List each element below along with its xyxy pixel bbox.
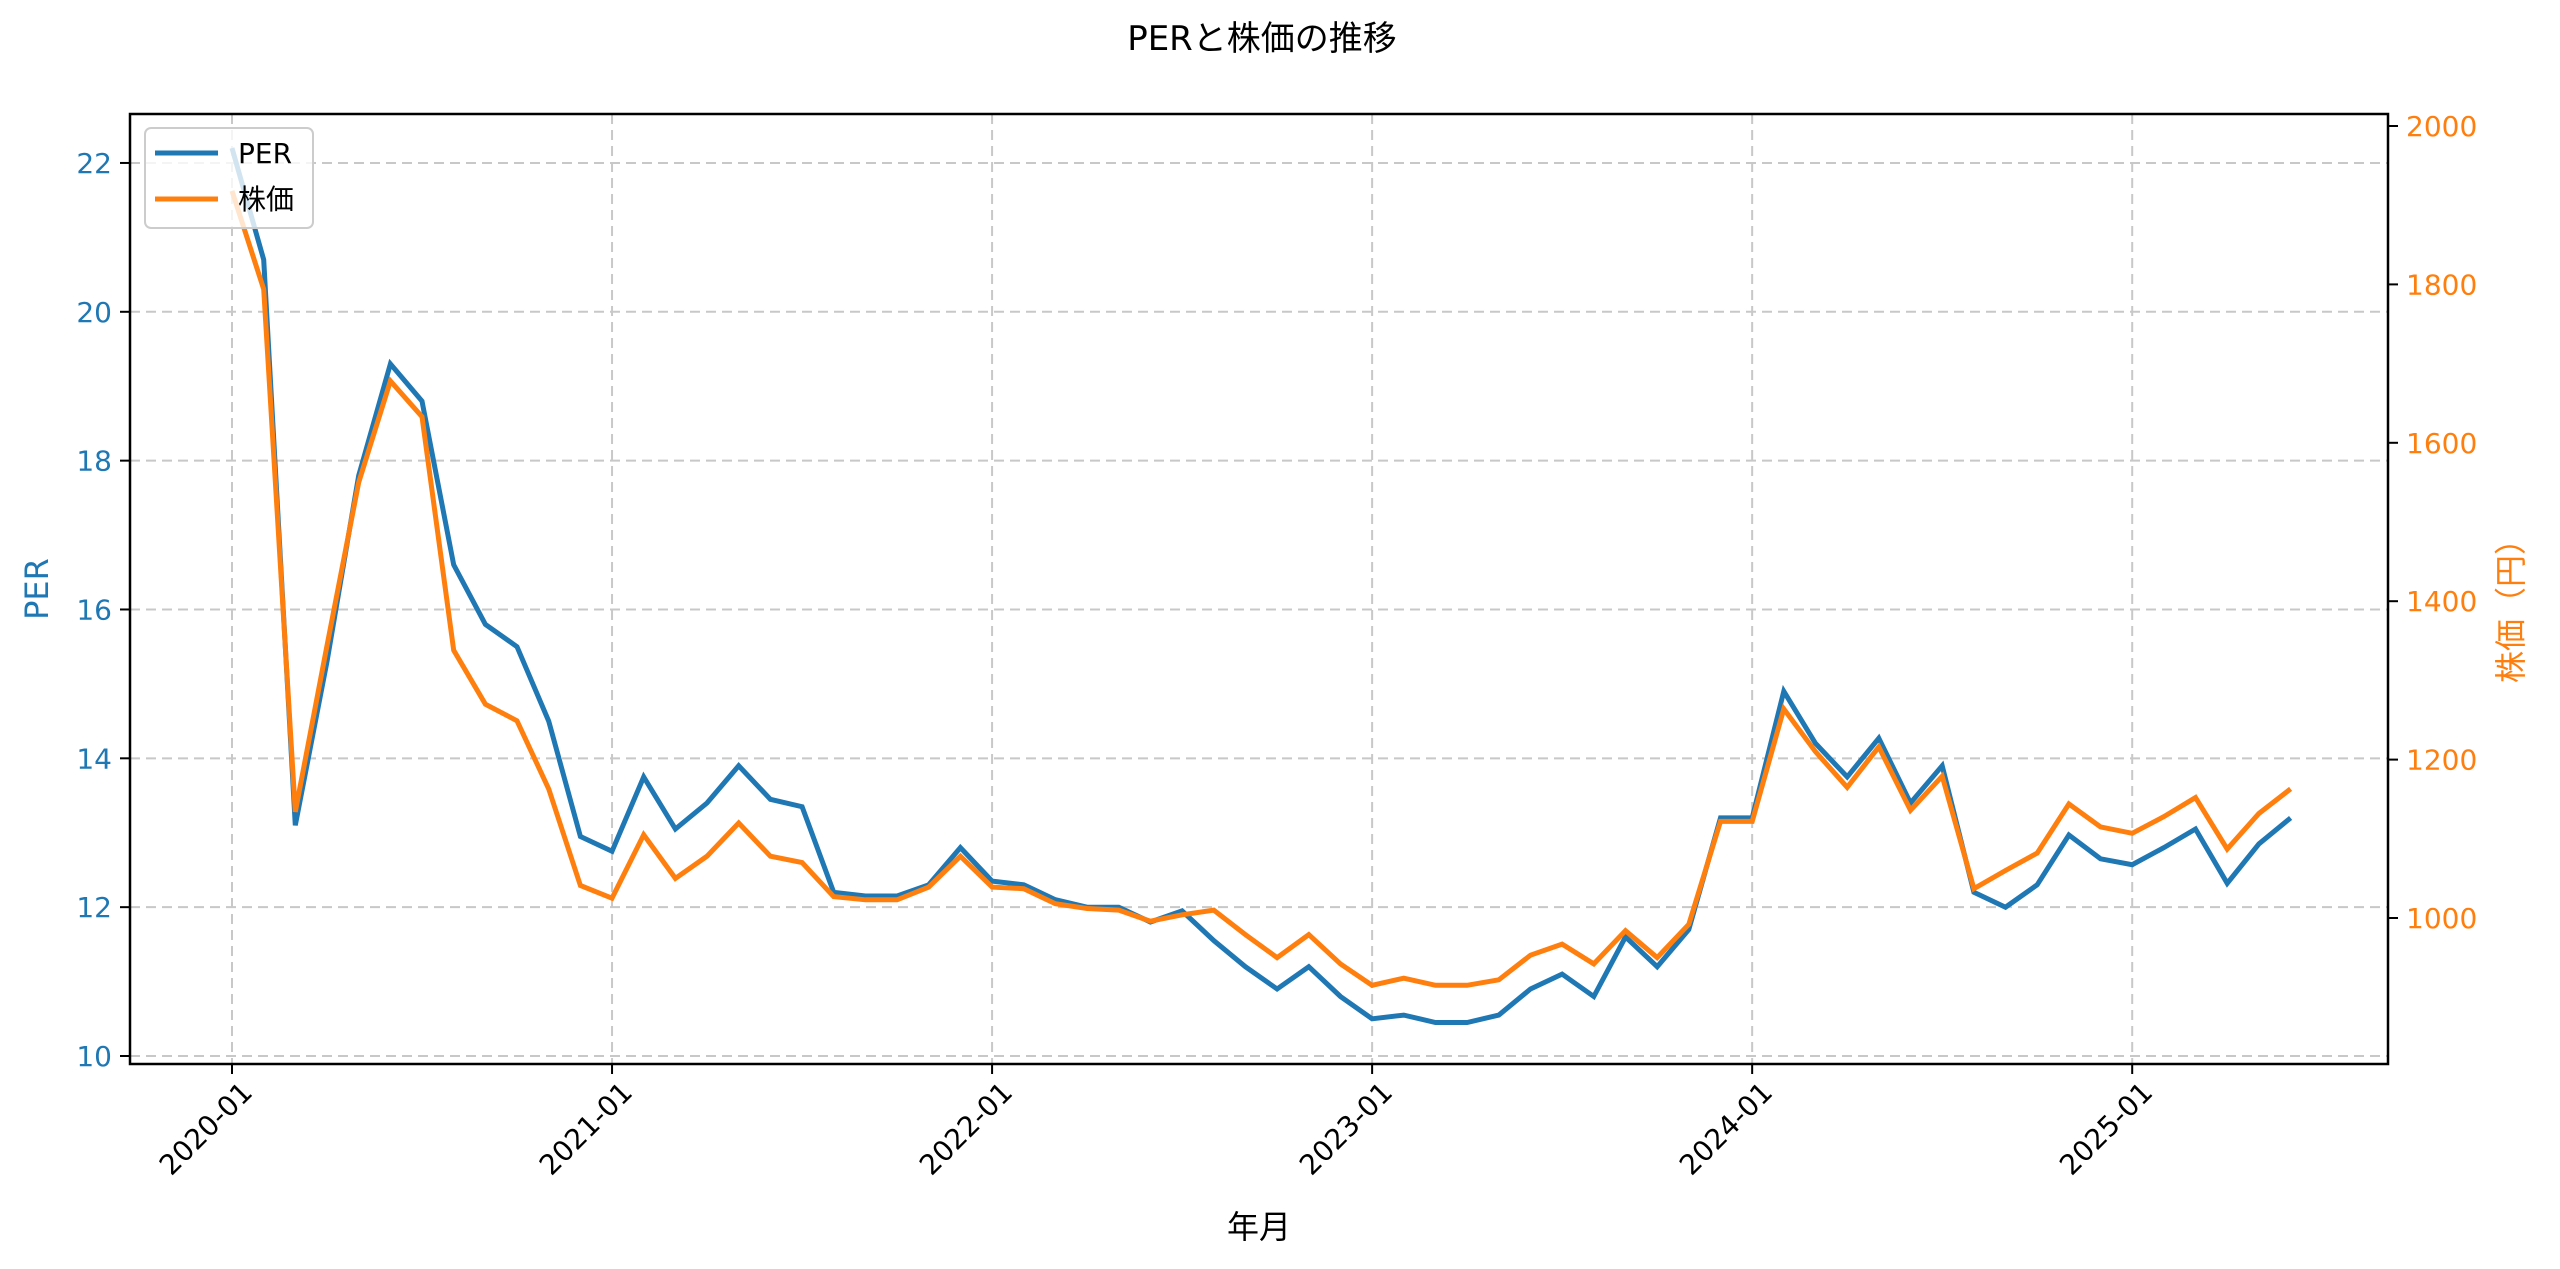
- left-tick-label: 12: [76, 891, 112, 924]
- right-tick-label: 1800: [2406, 268, 2477, 301]
- legend: PER 株価: [144, 127, 314, 229]
- series-lines: [229, 147, 2293, 1025]
- left-tick-label: 10: [76, 1040, 112, 1073]
- x-tick-label: 2025-01: [2053, 1076, 2159, 1182]
- x-axis: 2020-01 2021-01 2022-01 2023-01 2024-01 2025-…: [153, 1064, 2159, 1182]
- y-axis-label-right: 株価（円）: [2492, 523, 2530, 683]
- plot-frame: [128, 112, 2390, 1066]
- right-tick-label: 1600: [2406, 427, 2477, 460]
- y-axis-label-left: PER: [18, 558, 56, 620]
- left-y-axis: 10 12 14 16 18 20 22: [76, 147, 130, 1073]
- x-axis-label: 年月: [1227, 1208, 1291, 1246]
- x-tick-label: 2024-01: [1673, 1076, 1779, 1182]
- right-tick-label: 1400: [2406, 585, 2477, 618]
- left-tick-label: 18: [76, 445, 112, 478]
- left-tick-label: 16: [76, 593, 112, 626]
- left-tick-label: 14: [76, 742, 112, 775]
- right-tick-label: 2000: [2406, 110, 2477, 143]
- per-line: [229, 147, 2293, 1025]
- x-tick-label: 2022-01: [913, 1076, 1019, 1182]
- right-y-axis: 1000 1200 1400 1600 1800 2000: [2388, 110, 2477, 935]
- legend-label-per: PER: [238, 137, 292, 170]
- right-tick-label: 1000: [2406, 902, 2477, 935]
- x-tick-label: 2023-01: [1293, 1076, 1399, 1182]
- right-tick-label: 1200: [2406, 744, 2477, 777]
- x-tick-label: 2020-01: [153, 1076, 259, 1182]
- price-line: [229, 190, 2293, 988]
- grid-lines: [130, 114, 2388, 1064]
- legend-label-price: 株価: [238, 183, 294, 216]
- left-tick-label: 22: [76, 147, 112, 180]
- x-tick-label: 2021-01: [533, 1076, 639, 1182]
- chart-title: PERと株価の推移: [1127, 19, 1397, 59]
- left-tick-label: 20: [76, 296, 112, 329]
